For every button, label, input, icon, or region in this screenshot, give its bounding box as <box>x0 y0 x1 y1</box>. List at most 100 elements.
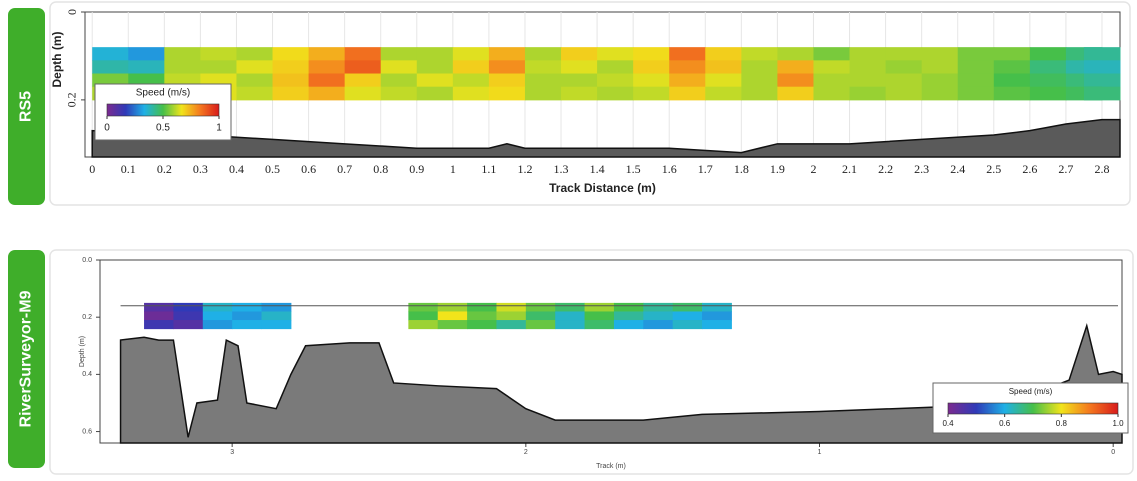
velocity-cell <box>921 73 959 88</box>
velocity-cell <box>236 73 274 88</box>
velocity-cell <box>555 311 586 321</box>
x-tick-label: 2.4 <box>950 162 965 176</box>
velocity-cell <box>672 320 703 330</box>
panel-label: RiverSurveyor-M9 <box>18 290 35 427</box>
velocity-cell <box>1083 60 1121 75</box>
velocity-cell <box>164 47 201 61</box>
velocity-cell <box>416 47 454 61</box>
velocity-cell <box>993 47 1031 61</box>
velocity-cell <box>741 47 778 61</box>
velocity-cell <box>496 320 527 330</box>
x-tick-label: 2 <box>810 162 816 176</box>
velocity-cell <box>1029 86 1067 101</box>
velocity-cell <box>584 302 615 312</box>
velocity-cell <box>437 302 468 312</box>
velocity-cell <box>524 60 562 75</box>
velocity-cell <box>672 302 703 312</box>
velocity-cell <box>849 73 887 88</box>
velocity-cell <box>524 47 562 61</box>
velocity-cell <box>1029 60 1067 75</box>
velocity-cell <box>344 73 382 88</box>
velocity-cell <box>272 47 310 61</box>
colorbar-tick-label: 1.0 <box>1112 419 1124 428</box>
x-tick-label: 0.1 <box>121 162 136 176</box>
velocity-cell <box>921 86 959 101</box>
velocity-cell <box>144 302 174 312</box>
velocity-cell <box>202 311 233 321</box>
x-tick-label: 2.5 <box>986 162 1001 176</box>
velocity-cell <box>643 311 674 321</box>
velocity-cell <box>741 86 778 101</box>
velocity-cell <box>173 320 204 330</box>
colorbar <box>947 402 1119 415</box>
river-bed <box>91 118 1121 158</box>
velocity-cell <box>261 302 292 312</box>
velocity-cell <box>344 47 382 61</box>
x-tick-label: 2.6 <box>1022 162 1037 176</box>
velocity-cell <box>488 47 526 61</box>
velocity-cell <box>613 302 644 312</box>
colorbar-tick-label: 1 <box>216 123 222 134</box>
velocity-cell <box>702 302 732 312</box>
velocity-cell <box>993 73 1031 88</box>
x-tick-label: 2.7 <box>1058 162 1073 176</box>
colorbar-title: Speed (m/s) <box>1009 387 1053 396</box>
velocity-cell <box>308 86 346 101</box>
velocity-cell <box>669 73 706 88</box>
velocity-cell <box>777 73 814 88</box>
velocity-cell <box>496 311 527 321</box>
y-axis-title: Depth (m) <box>79 336 86 367</box>
velocity-cell <box>702 311 732 321</box>
velocity-cell <box>643 320 674 330</box>
colorbar-tick-label: 0 <box>104 123 110 134</box>
velocity-cell <box>202 320 233 330</box>
velocity-cell <box>921 47 959 61</box>
velocity-cell <box>672 311 703 321</box>
velocity-cell <box>849 86 887 101</box>
velocity-cell <box>885 60 923 75</box>
velocity-cell <box>957 73 995 88</box>
colorbar-tick-label: 0.5 <box>156 123 170 134</box>
velocity-cell <box>669 60 706 75</box>
velocity-cell <box>584 320 615 330</box>
x-tick-label: 1.2 <box>517 162 532 176</box>
x-tick-label: 1.6 <box>662 162 677 176</box>
velocity-cell <box>849 60 887 75</box>
velocity-cell <box>236 60 274 75</box>
x-tick-label: 1.5 <box>626 162 641 176</box>
x-tick-label: 0.5 <box>265 162 280 176</box>
velocity-cell <box>236 86 274 101</box>
velocity-cell <box>669 86 706 101</box>
velocity-cell <box>128 60 165 75</box>
velocity-cell <box>561 86 598 101</box>
velocity-cell <box>613 311 644 321</box>
velocity-cell <box>92 60 129 75</box>
colorbar-tick-label: 0.4 <box>942 419 954 428</box>
colorbar-title: Speed (m/s) <box>136 88 190 99</box>
velocity-cell <box>308 60 346 75</box>
velocity-cell <box>467 302 497 312</box>
velocity-cell <box>344 60 382 75</box>
x-tick-label: 0.6 <box>301 162 316 176</box>
x-tick-label: 2.8 <box>1094 162 1109 176</box>
velocity-cell <box>957 86 995 101</box>
velocity-cell <box>643 302 674 312</box>
x-tick-label: 0 <box>1111 449 1115 456</box>
velocity-cell <box>633 47 670 61</box>
velocity-cell <box>452 86 490 101</box>
velocity-cell <box>408 311 439 321</box>
velocity-cell <box>885 47 923 61</box>
velocity-cell <box>525 302 556 312</box>
velocity-cell <box>380 60 418 75</box>
velocity-cell <box>1029 47 1067 61</box>
x-tick-label: 0.2 <box>157 162 172 176</box>
x-tick-label: 1.9 <box>770 162 785 176</box>
velocity-cell <box>452 60 490 75</box>
x-tick-label: 1.8 <box>734 162 749 176</box>
x-tick-label: 0.7 <box>337 162 352 176</box>
velocity-cell <box>702 320 732 330</box>
velocity-cell <box>633 73 670 88</box>
colorbar-tick-label: 0.6 <box>999 419 1011 428</box>
x-tick-label: 1.3 <box>554 162 569 176</box>
